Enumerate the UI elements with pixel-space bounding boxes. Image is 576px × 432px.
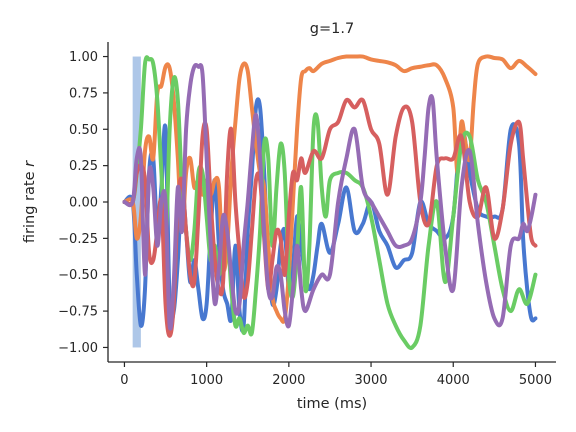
y-tick-label: 0.75 (69, 86, 98, 101)
x-tick-label: 0 (120, 373, 128, 388)
stimulus-band (132, 56, 141, 348)
x-tick-label: 1000 (190, 373, 223, 388)
y-axis-label-text: firing rate (22, 167, 38, 243)
y-tick-label: −0.50 (58, 268, 98, 283)
y-tick-label: −0.75 (58, 305, 98, 320)
y-ticks: −1.00 −0.75 −0.50 −0.25 0.00 0.25 0.50 0.75 1.00 (58, 50, 108, 356)
y-tick-label: 0.00 (69, 196, 98, 211)
y-tick-label: 1.00 (69, 50, 98, 65)
x-tick-label: 5000 (519, 373, 552, 388)
x-tick-label: 4000 (437, 373, 470, 388)
series-line-3 (122, 55, 538, 350)
y-axis-label-variable: r (22, 160, 38, 167)
x-axis-label: time (ms) (297, 396, 367, 412)
y-tick-label: −1.00 (58, 341, 98, 356)
y-axis-label: firing rate r (22, 160, 38, 243)
series-line-5 (122, 63, 538, 331)
y-tick-label: −0.25 (58, 232, 98, 247)
x-tick-label: 3000 (354, 373, 387, 388)
x-ticks: 0 1000 2000 3000 4000 5000 (120, 362, 552, 388)
chart-title: g=1.7 (310, 21, 354, 37)
x-tick-label: 2000 (272, 373, 305, 388)
plot-area (122, 54, 538, 350)
y-tick-label: 0.25 (69, 159, 98, 174)
y-tick-label: 0.50 (69, 123, 98, 138)
